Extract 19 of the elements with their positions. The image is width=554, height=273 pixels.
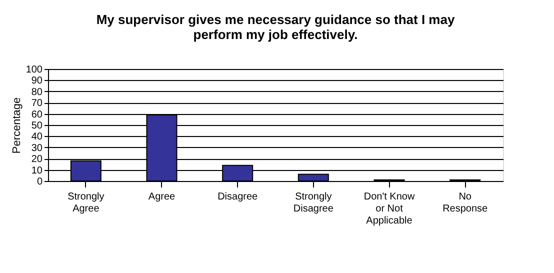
y-tick-label: 60 bbox=[31, 109, 43, 120]
chart-title: My supervisor gives me necessary guidance so that I may perform my job effectively. bbox=[96, 12, 456, 42]
x-tick-label: Disagree bbox=[218, 192, 258, 202]
y-axis-title: Percentage bbox=[10, 97, 23, 154]
x-tick-label: Agree bbox=[148, 192, 176, 202]
x-tick-label: Strongly Agree bbox=[68, 192, 104, 214]
y-tick-label: 0 bbox=[36, 176, 43, 188]
y-tick-label: 80 bbox=[31, 86, 43, 98]
y-tick-label: 100 bbox=[26, 64, 43, 76]
y-tick-label: 20 bbox=[31, 154, 43, 166]
y-tick-label: 40 bbox=[31, 132, 43, 143]
y-tick-label: 90 bbox=[31, 76, 43, 87]
y-tick-label: 30 bbox=[31, 142, 43, 154]
x-tick-label: Don't Know or Not Applicable bbox=[364, 192, 416, 226]
x-tick-label: No Response bbox=[442, 192, 488, 214]
y-tick-label: 70 bbox=[31, 98, 43, 110]
x-tick-label: Strongly Disagree bbox=[293, 192, 334, 214]
y-tick-label: 10 bbox=[31, 165, 43, 176]
y-tick-label: 50 bbox=[31, 120, 43, 132]
